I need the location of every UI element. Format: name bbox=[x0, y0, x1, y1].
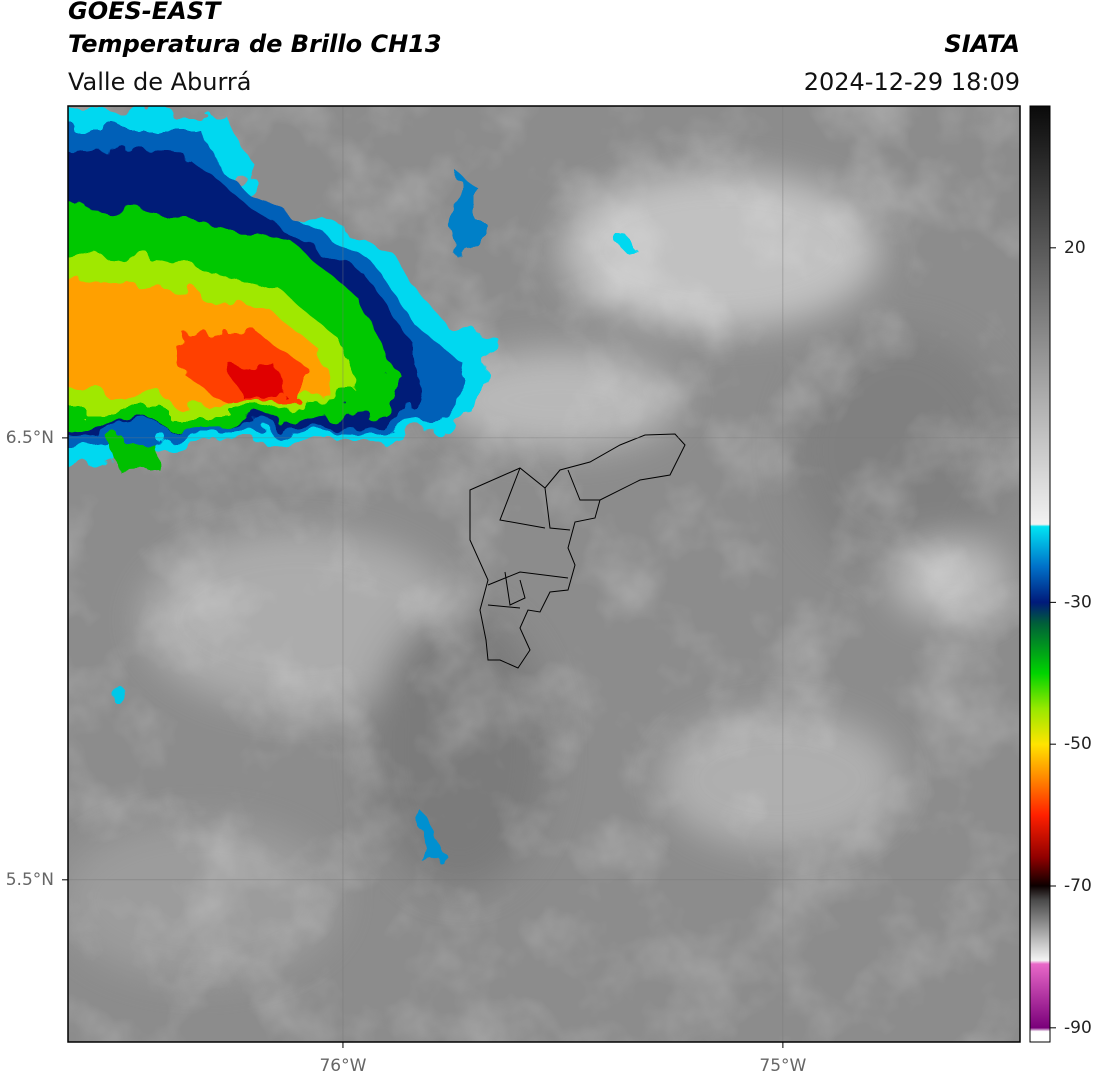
colorbar-tick-label: -70 bbox=[1064, 876, 1092, 896]
x-tick-label: 75°W bbox=[759, 1056, 806, 1076]
subtitle: Temperatura de Brillo CH13 bbox=[68, 30, 442, 58]
colorbar-tick-label: -90 bbox=[1064, 1018, 1092, 1038]
region: Valle de Aburrá bbox=[68, 68, 252, 96]
y-tick-label: 5.5°N bbox=[6, 870, 54, 890]
colorbar-tick-label: -50 bbox=[1064, 734, 1092, 754]
timestamp: 2024-12-29 18:09 bbox=[804, 68, 1020, 96]
colorbar-tick-label: -30 bbox=[1064, 592, 1092, 612]
colorbar bbox=[1029, 105, 1051, 1043]
map-frame bbox=[67, 105, 1021, 1043]
y-tick-label: 6.5°N bbox=[6, 428, 54, 448]
x-tick-label: 76°W bbox=[319, 1056, 366, 1076]
title: GOES-EAST bbox=[68, 0, 222, 25]
colorbar-tick-label: 20 bbox=[1064, 238, 1086, 258]
satellite-image bbox=[68, 106, 1020, 1042]
source: SIATA bbox=[944, 30, 1020, 58]
